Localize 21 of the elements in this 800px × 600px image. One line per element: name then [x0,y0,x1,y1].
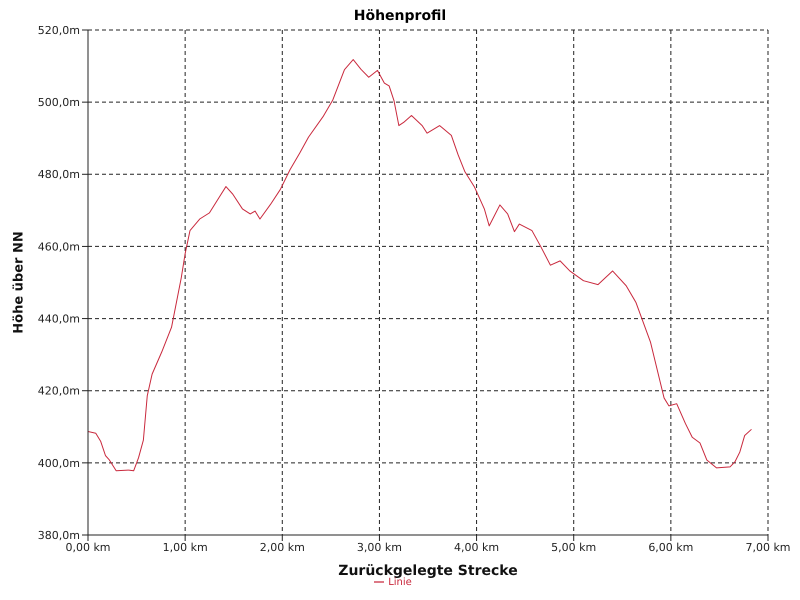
x-tick-label: 5,00 km [551,540,596,554]
y-tick-label: 460,0m [38,240,80,254]
y-tick-label: 380,0m [38,528,80,542]
x-tick-label: 3,00 km [356,540,402,554]
x-tick-label: 4,00 km [454,540,500,554]
legend-label: Linie [388,577,412,588]
y-tick-label: 520,0m [38,24,80,37]
y-tick-label: 420,0m [38,384,80,398]
x-tick-label: 1,00 km [162,540,208,554]
y-tick-label: 480,0m [38,168,80,182]
x-tick-label: 0,00 km [65,540,111,554]
line-series [88,59,752,472]
y-tick-label: 400,0m [38,456,80,470]
x-tick-label: 7,00 km [745,540,791,554]
x-axis-title: Zurückgelegte Strecke [338,563,518,579]
x-tick-label: 2,00 km [260,540,305,554]
y-tick-label: 500,0m [38,96,80,110]
y-tick-label: 440,0m [38,312,80,326]
chart-title: Höhenprofil [354,8,446,24]
y-axis-title: Höhe über NN [12,231,27,334]
x-tick-label: 6,00 km [648,540,694,554]
